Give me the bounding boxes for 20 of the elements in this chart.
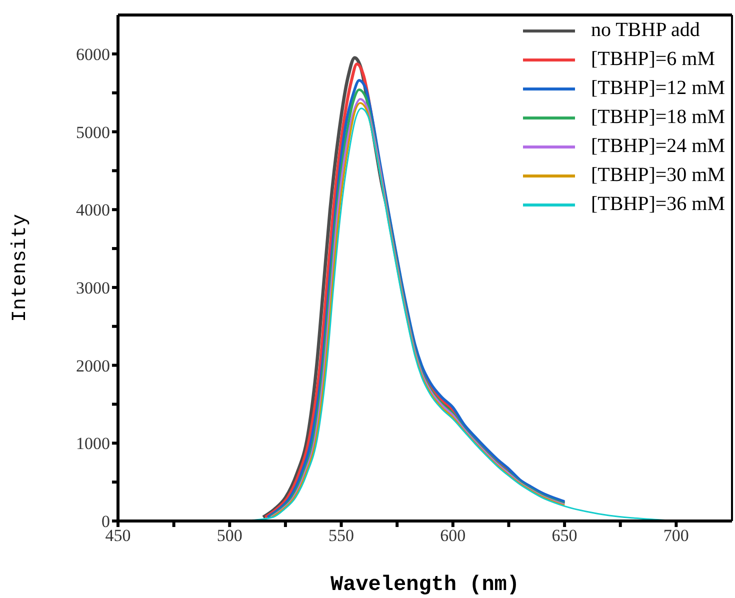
x-tick-label: 600: [440, 526, 466, 546]
legend-label: [TBHP]=12 mM: [590, 77, 725, 100]
legend-label: [TBHP]=6 mM: [590, 48, 715, 71]
y-tick-label: 5000: [76, 122, 110, 142]
legend-label: [TBHP]=30 mM: [590, 164, 725, 187]
x-axis-title: Wavelength (nm): [330, 574, 520, 597]
x-tick-label: 700: [663, 526, 689, 546]
x-tick-label: 500: [216, 526, 242, 546]
legend-label: no TBHP add: [590, 19, 700, 42]
y-tick-label: 2000: [76, 356, 110, 376]
legend-label: [TBHP]=18 mM: [590, 106, 725, 129]
x-tick-label: 650: [552, 526, 578, 546]
y-tick-label: 4000: [76, 200, 110, 220]
y-tick-label: 1000: [76, 434, 110, 454]
y-tick-label: 3000: [76, 278, 110, 298]
y-axis-title: Intensity: [9, 214, 32, 322]
x-tick-label: 550: [328, 526, 354, 546]
legend-label: [TBHP]=36 mM: [590, 193, 725, 216]
legend-label: [TBHP]=24 mM: [590, 135, 725, 158]
y-tick-label: 6000: [76, 44, 110, 64]
